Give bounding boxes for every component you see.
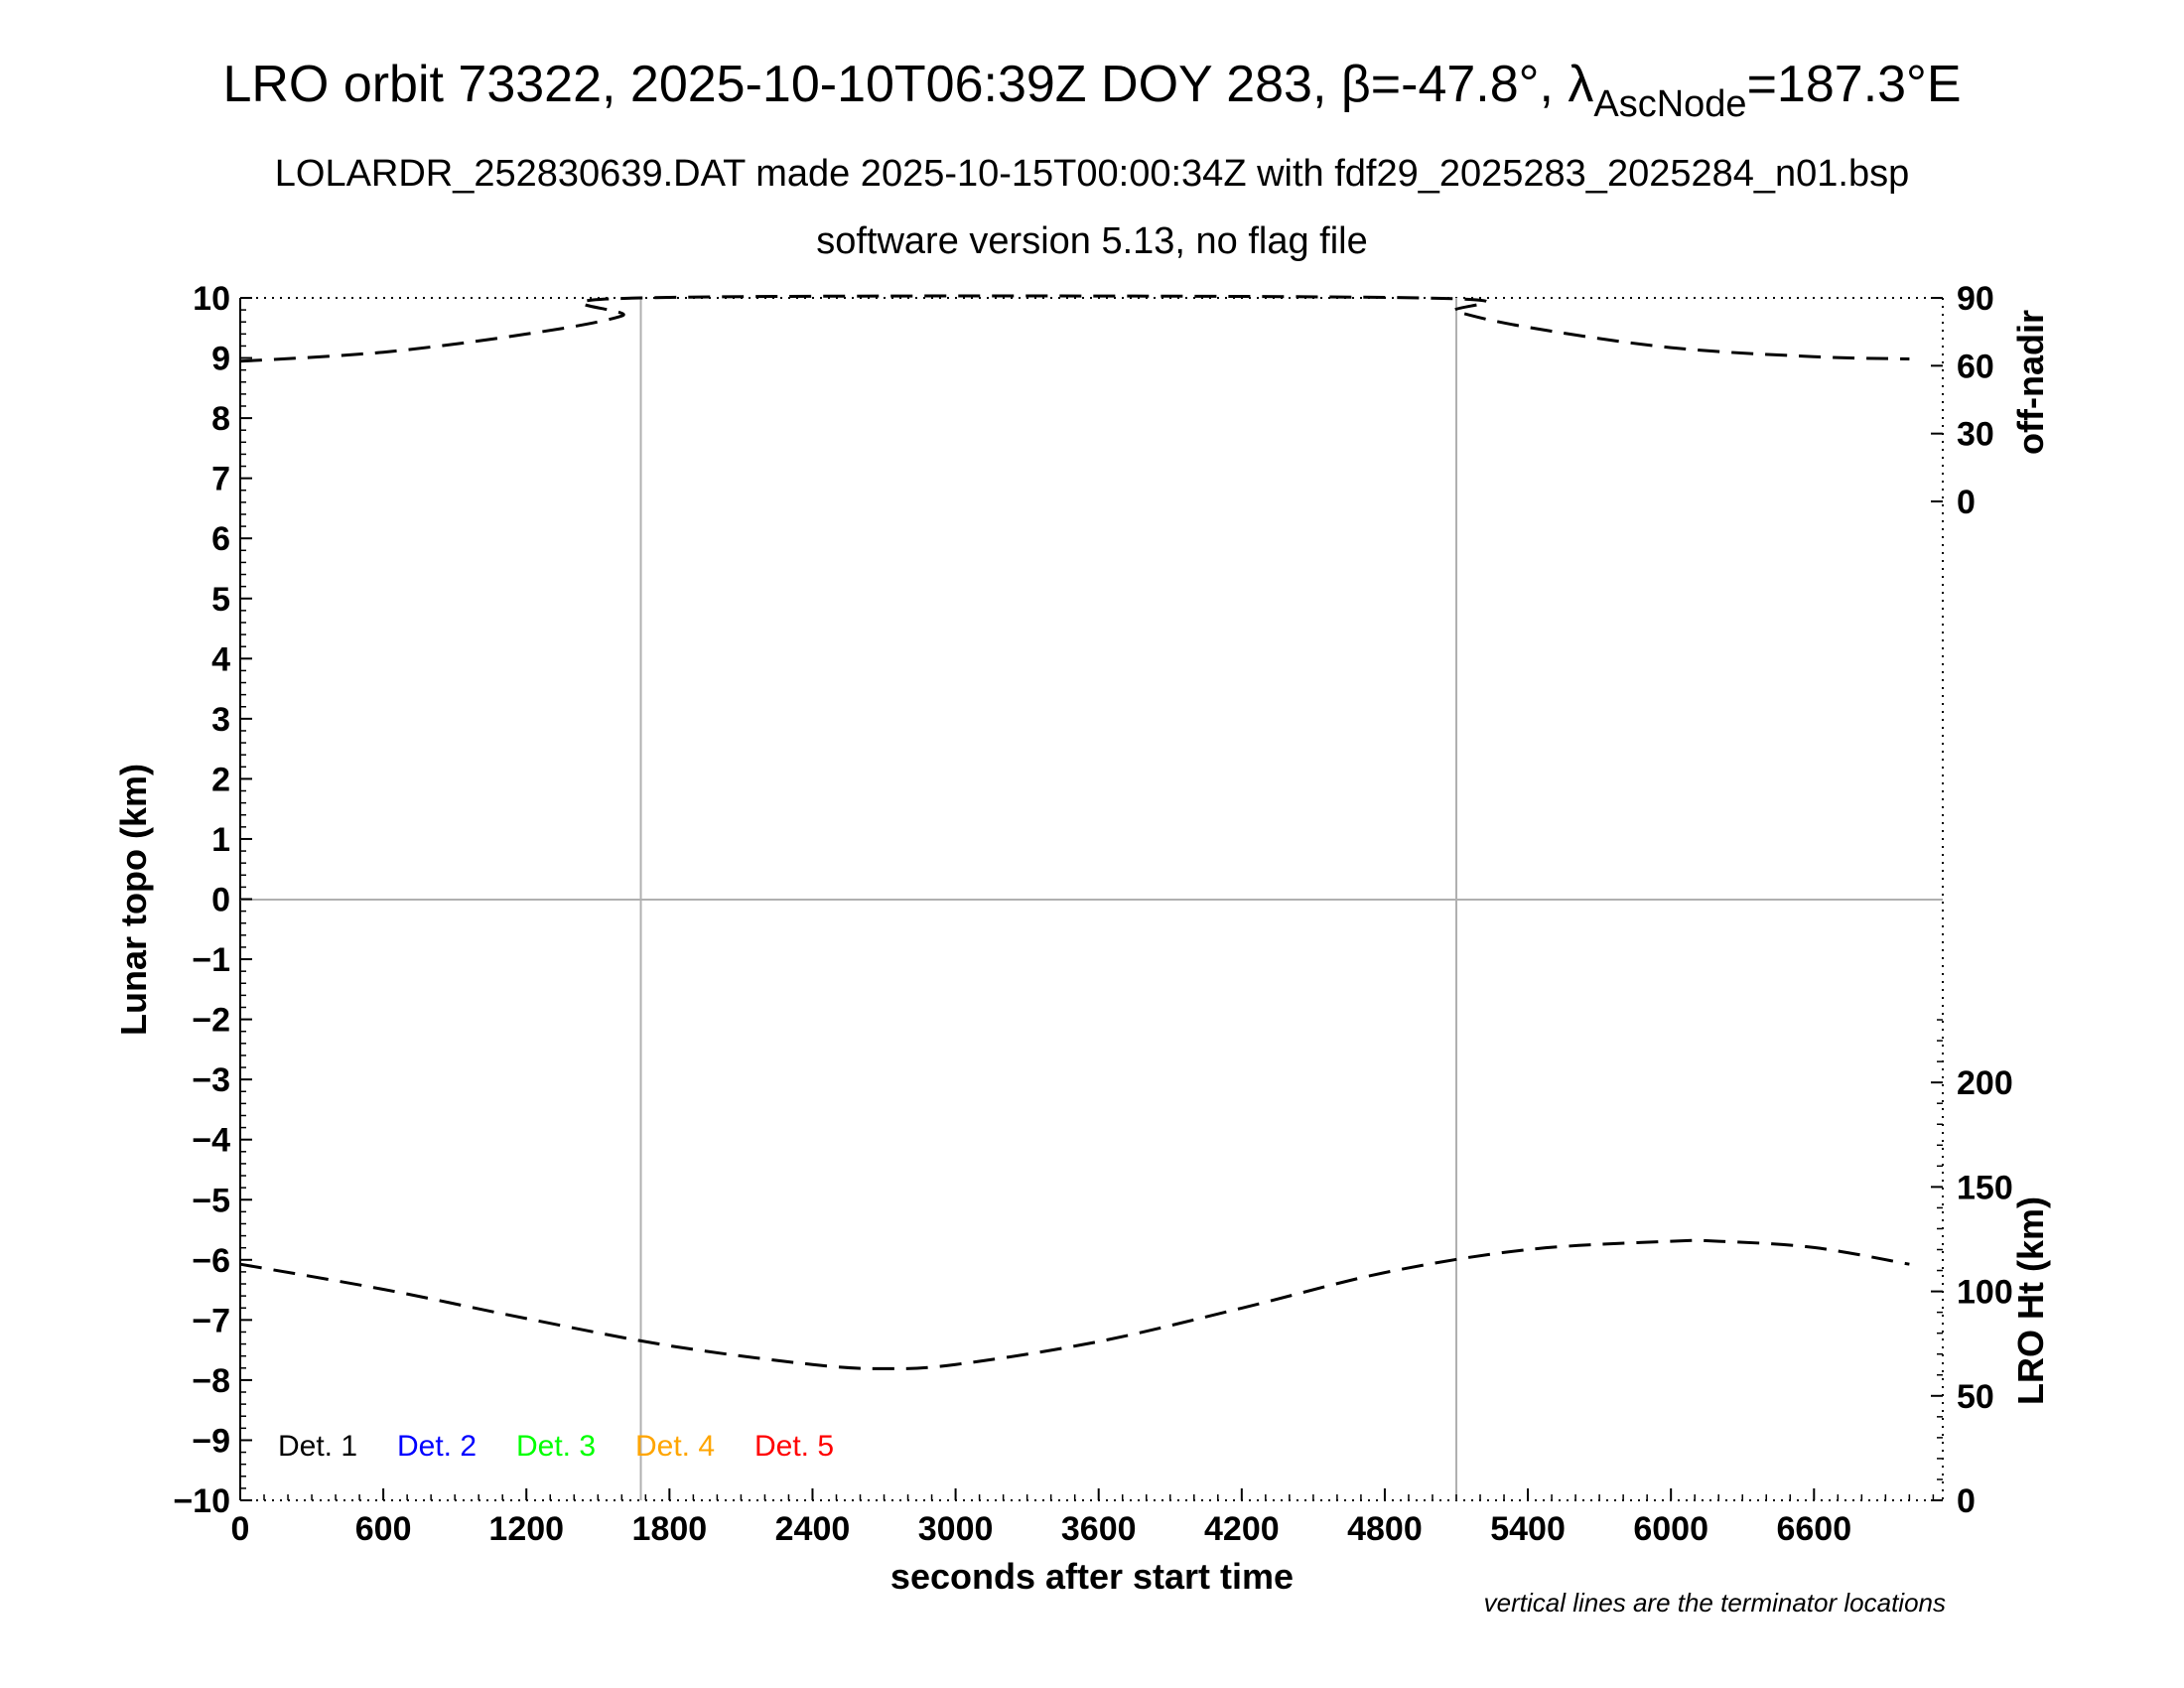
- y-left-tick-label: 1: [211, 821, 230, 859]
- y-left-tick-label: −3: [192, 1061, 230, 1099]
- off-nadir-tick-label: 60: [1957, 348, 1994, 385]
- lro-height-tick-label: 100: [1957, 1274, 2013, 1312]
- title-subscript: AscNode: [1593, 83, 1746, 125]
- x-tick-label: 4200: [1204, 1510, 1280, 1548]
- x-tick-label: 3000: [918, 1510, 994, 1548]
- y-left-tick-label: −8: [192, 1362, 230, 1400]
- y-left-tick-label: −6: [192, 1242, 230, 1280]
- y-left-tick-label: −10: [173, 1482, 230, 1520]
- y-left-tick-label: 0: [211, 882, 230, 919]
- footnote: vertical lines are the terminator locati…: [1484, 1588, 1946, 1618]
- x-tick-label: 6600: [1776, 1510, 1851, 1548]
- legend-item: Det. 4: [635, 1430, 715, 1463]
- x-tick-label: 4800: [1347, 1510, 1423, 1548]
- x-tick-label: 3600: [1061, 1510, 1137, 1548]
- y-left-tick-label: −9: [192, 1422, 230, 1460]
- title-main: LRO orbit 73322, 2025-10-10T06:39Z DOY 2…: [222, 56, 1593, 113]
- lro-height-series-line: [239, 1238, 1910, 1370]
- x-tick-label: 600: [355, 1510, 412, 1548]
- x-axis-ticks: 0 600 1200 1800 2400 3000 3600 4200 4800 5400 6000…: [231, 1488, 1935, 1548]
- x-tick-label: 1200: [488, 1510, 564, 1548]
- legend: Det. 1 Det. 2 Det. 3 Det. 4 Det. 5: [278, 1430, 834, 1463]
- x-axis-label: seconds after start time: [890, 1556, 1294, 1597]
- chart-title: LRO orbit 73322, 2025-10-10T06:39Z DOY 2…: [222, 56, 1961, 125]
- x-tick-label: 0: [231, 1510, 250, 1548]
- terminator-lines: [639, 298, 1457, 1500]
- off-nadir-tick-label: 90: [1957, 280, 1994, 318]
- y-left-tick-label: 10: [193, 280, 230, 318]
- y-left-tick-label: 9: [211, 341, 230, 378]
- y-left-tick-label: −1: [192, 941, 230, 979]
- y-left-tick-label: 4: [211, 640, 230, 678]
- legend-item: Det. 2: [397, 1430, 477, 1463]
- y-left-tick-label: −5: [192, 1182, 230, 1219]
- x-tick-label: 6000: [1633, 1510, 1708, 1548]
- lro-height-tick-label: 0: [1957, 1482, 1976, 1520]
- title-tail: =187.3°E: [1747, 56, 1962, 113]
- legend-item: Det. 5: [754, 1430, 834, 1463]
- y-left-tick-label: 7: [211, 461, 230, 498]
- data-series: [239, 294, 1910, 1370]
- off-nadir-tick-label: 30: [1957, 416, 1994, 454]
- y-axis-label-left: Lunar topo (km): [113, 764, 154, 1036]
- x-tick-label: 5400: [1490, 1510, 1566, 1548]
- chart-subtitle-file: LOLARDR_252830639.DAT made 2025-10-15T00…: [275, 153, 1910, 195]
- y-left-tick-label: −4: [192, 1122, 230, 1160]
- y-left-tick-label: −7: [192, 1302, 230, 1339]
- y-left-tick-label: 2: [211, 761, 230, 798]
- lro-height-tick-label: 150: [1957, 1169, 2013, 1206]
- lro-height-tick-label: 200: [1957, 1064, 2013, 1102]
- y-left-tick-label: −2: [192, 1002, 230, 1040]
- x-tick-label: 1800: [632, 1510, 708, 1548]
- off-nadir-tick-label: 0: [1957, 484, 1976, 521]
- lro-height-tick-label: 50: [1957, 1378, 1994, 1416]
- legend-item: Det. 1: [278, 1430, 357, 1463]
- y-left-tick-label: 5: [211, 581, 230, 619]
- y-left-tick-label: 8: [211, 400, 230, 438]
- legend-item: Det. 3: [516, 1430, 596, 1463]
- y-left-tick-label: 6: [211, 520, 230, 558]
- y-axis-label-off-nadir: off-nadir: [2010, 310, 2051, 455]
- off-nadir-series-line: [239, 294, 1910, 363]
- x-tick-label: 2400: [775, 1510, 851, 1548]
- right-axis-ticks: 90 60 30 0 200 150 100 50 0: [1931, 280, 2013, 1520]
- chart-subtitle-version: software version 5.13, no flag file: [816, 220, 1368, 262]
- y-axis-label-lro-height: LRO Ht (km): [2010, 1196, 2051, 1405]
- y-left-tick-label: 3: [211, 701, 230, 739]
